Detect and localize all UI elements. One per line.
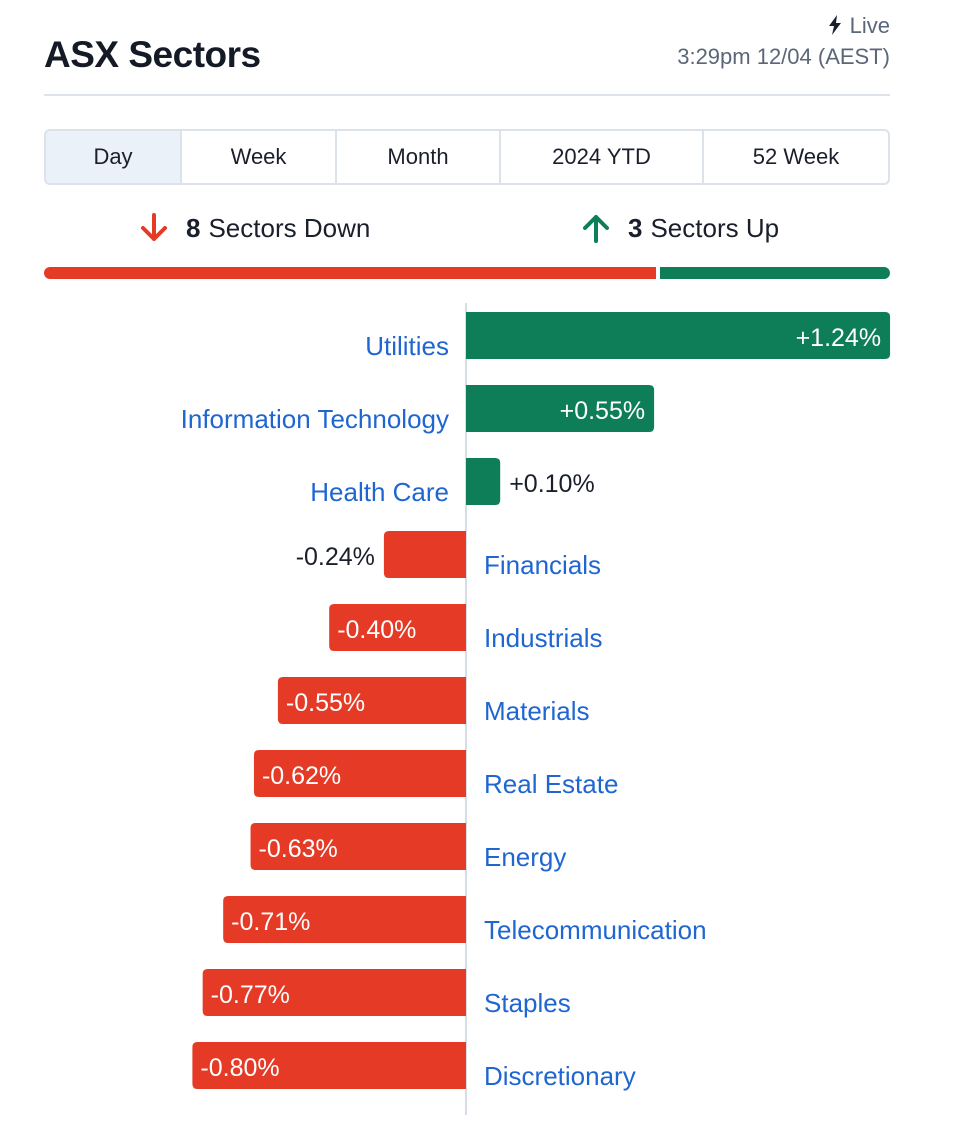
bar-5 <box>277 677 466 724</box>
timestamp: 3:29pm 12/04 (AEST) <box>677 44 890 69</box>
bar-1 <box>466 385 655 432</box>
bar-10 <box>192 1042 466 1089</box>
tab-month[interactable]: Month <box>337 131 501 183</box>
sector-link-1[interactable]: Information Technology <box>181 404 449 434</box>
sectors-down-label: Sectors Down <box>208 212 371 243</box>
bar-4 <box>329 604 466 651</box>
value-label-8: -0.71% <box>231 908 310 936</box>
value-label-5: -0.55% <box>286 689 365 717</box>
sectors-up-summary: 3 Sectors Up <box>580 212 779 244</box>
bar-6 <box>253 750 466 797</box>
sector-link-5[interactable]: Materials <box>484 696 589 726</box>
arrow-down-icon <box>141 213 167 241</box>
value-label-1: +0.55% <box>560 397 646 425</box>
bar-8 <box>223 896 466 943</box>
bar-7 <box>250 823 466 870</box>
arrow-up-icon <box>583 215 609 243</box>
sector-link-3[interactable]: Financials <box>484 550 601 580</box>
bar-2 <box>466 458 501 505</box>
sector-link-10[interactable]: Discretionary <box>484 1061 636 1091</box>
value-label-0: +1.24% <box>796 324 882 352</box>
sector-link-9[interactable]: Staples <box>484 988 571 1018</box>
header: ASX Sectors Live 3:29pm 12/04 (AEST) <box>44 0 890 96</box>
live-label: Live <box>849 13 890 38</box>
sectors-up-label: Sectors Up <box>650 212 780 243</box>
lightning-icon <box>828 15 841 35</box>
bar-9 <box>202 969 466 1016</box>
sectors-up-bar <box>660 267 890 279</box>
value-label-6: -0.62% <box>262 762 341 790</box>
value-label-9: -0.77% <box>211 981 290 1009</box>
tab-day[interactable]: Day <box>46 131 182 183</box>
value-label-4: -0.40% <box>337 616 416 644</box>
live-indicator: Live <box>828 13 890 39</box>
value-label-2: +0.10% <box>509 470 595 498</box>
page-title: ASX Sectors <box>44 34 261 75</box>
sector-link-2[interactable]: Health Care <box>310 477 449 507</box>
tab-week[interactable]: Week <box>182 131 337 183</box>
sector-link-8[interactable]: Telecommunication <box>484 915 707 945</box>
sectors-up-count: 3 <box>628 212 643 243</box>
value-label-3: -0.24% <box>296 543 375 571</box>
sector-link-7[interactable]: Energy <box>484 842 566 872</box>
sector-link-0[interactable]: Utilities <box>365 331 449 361</box>
bar-0 <box>466 312 891 359</box>
tab-2024-ytd[interactable]: 2024 YTD <box>501 131 704 183</box>
sectors-down-bar <box>44 267 656 279</box>
sector-link-6[interactable]: Real Estate <box>484 769 618 799</box>
bar-3 <box>383 531 466 578</box>
sectors-down-count: 8 <box>186 212 201 243</box>
value-label-10: -0.80% <box>200 1054 279 1082</box>
value-label-7: -0.63% <box>259 835 338 863</box>
sector-link-4[interactable]: Industrials <box>484 623 603 653</box>
period-tabs: Day Week Month 2024 YTD 52 Week <box>44 129 890 185</box>
tab-52-week[interactable]: 52 Week <box>752 144 840 169</box>
sectors-down-summary: 8 Sectors Down <box>138 212 370 244</box>
